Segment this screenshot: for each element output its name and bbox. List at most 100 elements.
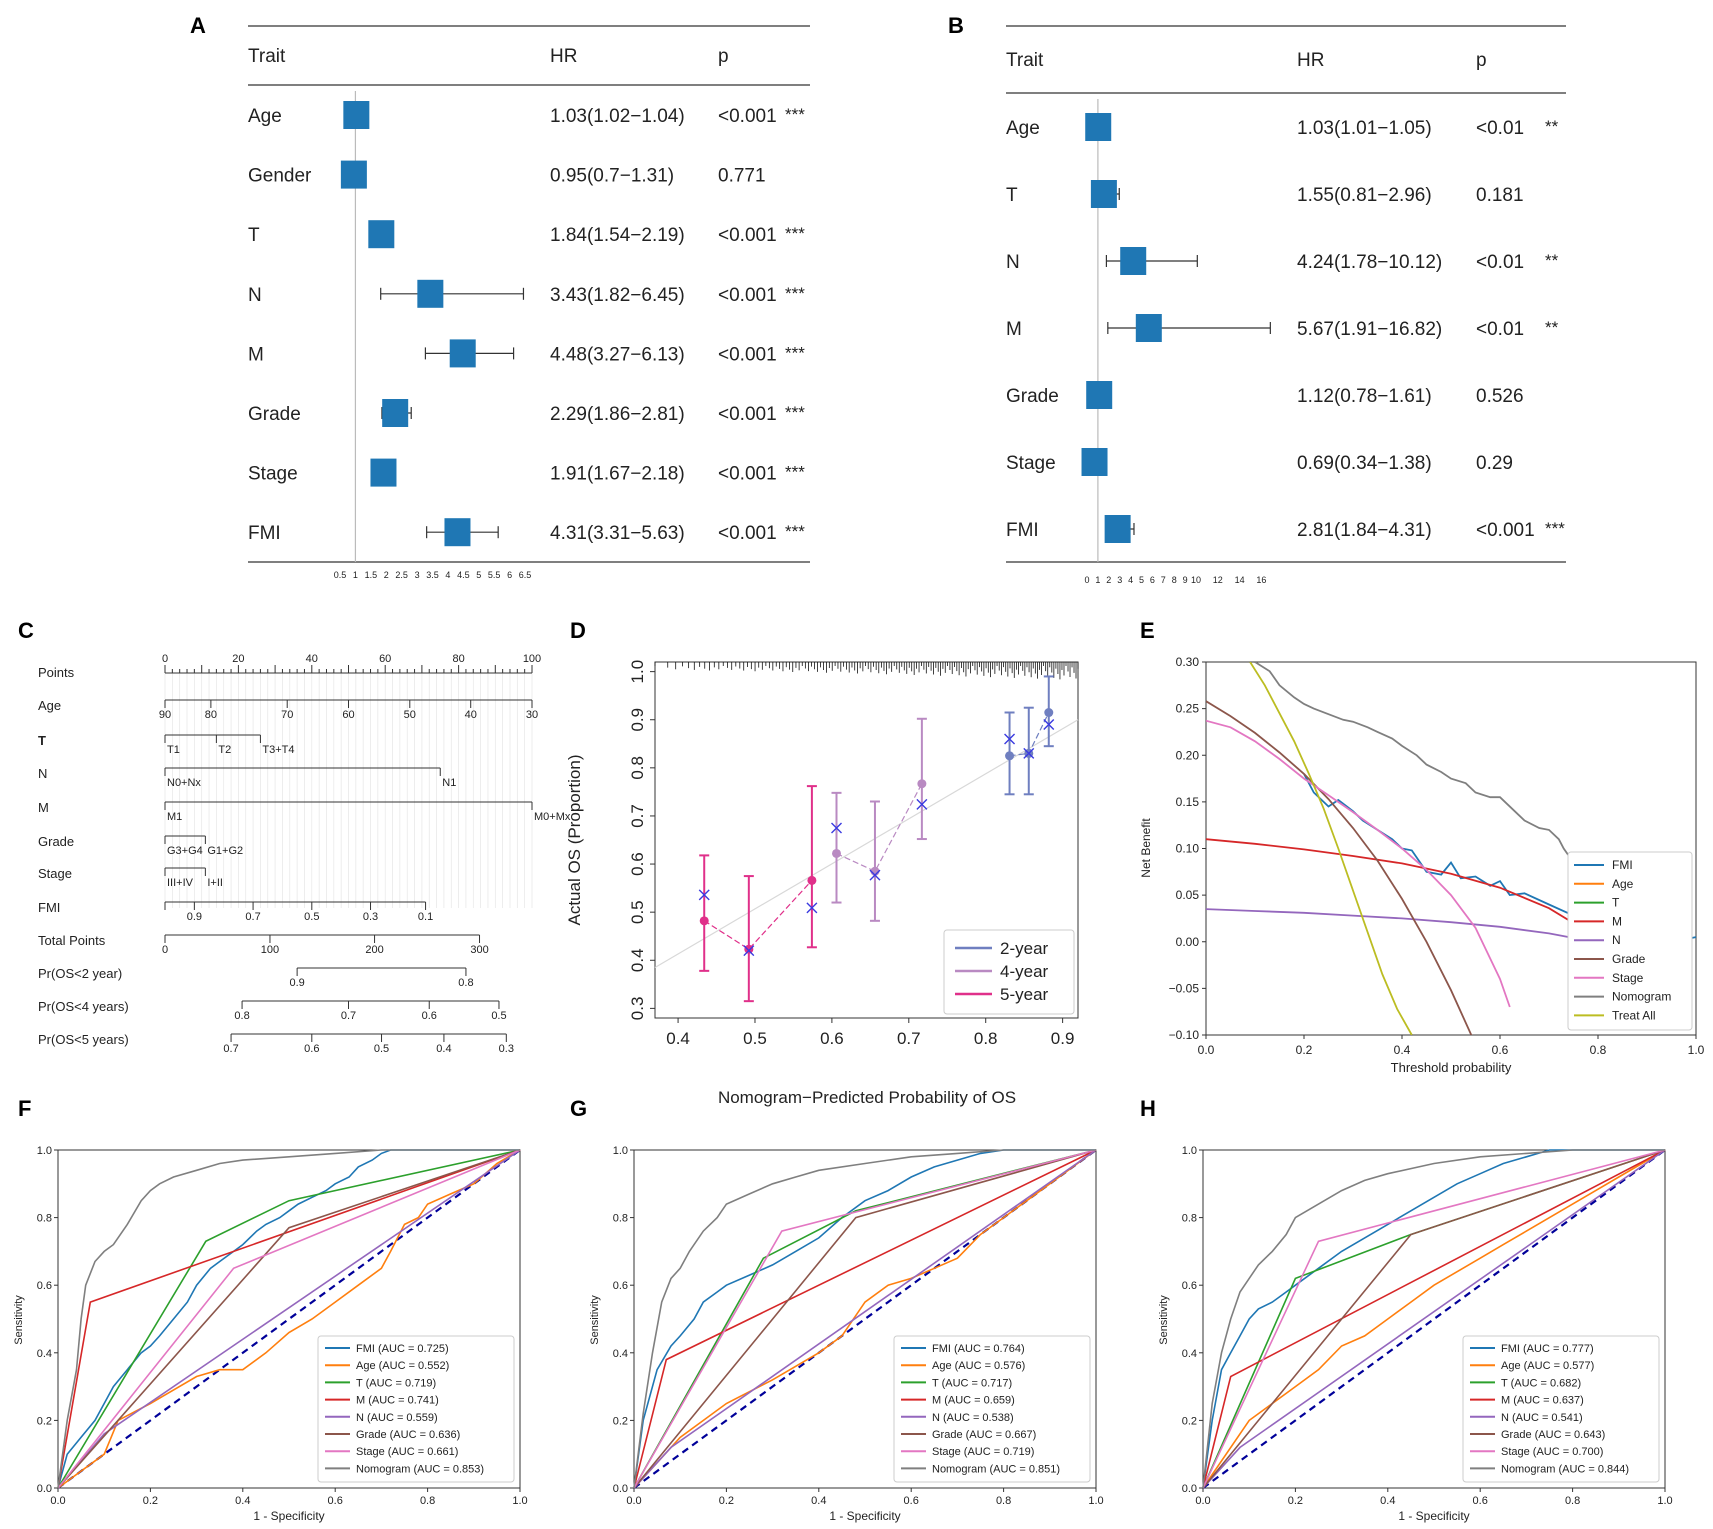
x-tick-label: 4 [1128,575,1133,585]
x-tick-label: 0.4 [235,1495,250,1507]
x-tick-label: 0.8 [1590,1043,1607,1057]
x-axis-label: Nomogram−Predicted Probability of OS [718,1088,1016,1107]
row-trait-label: Stage [1006,453,1056,474]
y-tick-label: 0.2 [37,1415,52,1427]
row-p-value: <0.01 [1476,252,1524,273]
legend-label: Grade (AUC = 0.643) [1501,1429,1605,1441]
hr-box-Age [1085,113,1112,141]
roc-curve-Nomogram [1202,1149,1665,1489]
panel-label-B: B [948,13,964,38]
roc-curve-Grade [633,1149,1097,1489]
roc-curve-N [1202,1149,1666,1489]
row-trait-label: FMI [248,523,281,544]
row-trait-label: FMI [1006,520,1039,541]
scale-tick-label: 0 [162,653,168,665]
scale-tick-label: 0 [162,944,168,956]
legend-label: Stage (AUC = 0.719) [932,1446,1034,1458]
roc-panel-F: 0.00.0 0.2 0.2 0.4 0.4 0.6 0.6 0.8 0.8 1.0 1.0 1 - … [13,1145,528,1523]
legend-label: Grade (AUC = 0.636) [356,1429,460,1441]
scale-tick-label: N0+Nx [167,777,201,789]
x-tick-label: 5 [1139,575,1144,585]
x-tick-label: 0.0 [50,1495,65,1507]
nomogram-panel: Points 0 20 40 60 80 100 Age 90 80 70 60 50 40 30 T T1 T2… [38,653,571,1055]
row-hr-text: 1.84(1.54−2.19) [550,225,685,246]
plot-frame [654,661,1079,1019]
scale-tick-label: T3+T4 [262,744,294,756]
nomogram-row-label: N [38,766,47,781]
x-tick-label: 1 [353,570,358,580]
row-hr-text: 0.69(0.34−1.38) [1297,453,1432,474]
legend-label: N (AUC = 0.541) [1501,1412,1583,1424]
hr-box-N [417,279,444,308]
scale-tick-label: G3+G4 [167,845,203,857]
plot-frame [633,1149,1097,1489]
x-tick-label: 0.4 [666,1029,690,1048]
predicted-cross [831,822,842,834]
observed-point [1044,708,1054,718]
roc-curve-M [57,1149,521,1489]
y-tick-label: 0.2 [613,1415,628,1427]
observed-point [1005,751,1015,761]
legend-label: T (AUC = 0.682) [1501,1377,1581,1389]
roc-panel-G: 0.00.0 0.2 0.2 0.4 0.4 0.6 0.6 0.8 0.8 1.0 1.0 1 - … [589,1145,1104,1523]
row-significance: *** [1545,519,1565,538]
scale-tick-label: 0.5 [304,911,319,923]
x-tick-label: 1 [1095,575,1100,585]
legend-label: Nomogram (AUC = 0.844) [1501,1463,1629,1475]
observed-point [744,944,754,954]
row-significance: *** [785,343,805,362]
scale-tick-label: 20 [232,653,244,665]
scale-tick-label: 0.5 [374,1043,389,1055]
y-axis-label: Sensitivity [1158,1295,1170,1345]
predicted-cross [869,869,881,881]
legend-label: Age [1612,877,1634,891]
scale-tick-label: 0.8 [458,977,473,989]
header-p: p [1476,50,1487,71]
row-trait-label: M [1006,319,1022,340]
header-p: p [718,46,729,67]
x-tick-label: 10 [1191,575,1201,585]
calibration-line-5-year [703,879,813,950]
y-tick-label: 1.0 [1182,1145,1197,1157]
y-axis-label: Sensitivity [13,1295,25,1345]
row-p-value: 0.771 [718,166,766,187]
x-tick-label: 0.2 [143,1495,158,1507]
scale-tick-label: 0.8 [234,1010,249,1022]
row-hr-text: 1.03(1.02−1.04) [550,106,685,127]
y-tick-label: 0.8 [613,1213,628,1225]
row-p-value: <0.001 [718,523,777,544]
x-tick-label: 0.6 [820,1029,844,1048]
x-tick-label: 0.6 [1473,1495,1488,1507]
roc-curve-T [57,1149,521,1489]
legend-label: FMI (AUC = 0.777) [1501,1343,1594,1355]
legend-label: T (AUC = 0.719) [356,1377,436,1389]
legend-label: 2-year [1000,939,1049,958]
row-p-value: <0.001 [718,344,777,365]
x-tick-label: 0.9 [1051,1029,1075,1048]
scale-tick-label: 0.9 [187,911,202,923]
decision-curve-panel: 0.0 0.2 0.4 0.6 0.8 1.0 −0.10 −0.05 0.00 0.05 0.10… [1139,655,1705,1075]
x-tick-label: 1.0 [512,1495,527,1507]
nomogram-row-label: Pr(OS<4 years) [38,999,129,1014]
row-significance: ** [1545,117,1559,136]
x-tick-label: 0.5 [743,1029,767,1048]
x-tick-label: 0.4 [1380,1495,1395,1507]
hr-box-Grade [382,399,409,427]
scale-tick-label: 0.7 [223,1043,238,1055]
x-tick-label: 2.5 [395,570,408,580]
scale-tick-label: M1 [167,811,182,823]
scale-tick-label: 0.5 [491,1010,506,1022]
row-p-value: <0.01 [1476,118,1524,139]
x-tick-label: 2 [384,570,389,580]
x-tick-label: 0.2 [1288,1495,1303,1507]
legend-label: Stage (AUC = 0.661) [356,1446,458,1458]
y-tick-label: 0.7 [628,804,647,828]
x-tick-label: 0.4 [1394,1043,1411,1057]
row-significance: ** [1545,251,1559,270]
row-significance: ** [1545,318,1559,337]
y-tick-label: 0.6 [37,1280,52,1292]
hr-box-Age [343,101,370,129]
x-tick-label: 0.8 [974,1029,998,1048]
scale-tick-label: 0.1 [418,911,433,923]
roc-curve-Nomogram [633,1149,1096,1489]
